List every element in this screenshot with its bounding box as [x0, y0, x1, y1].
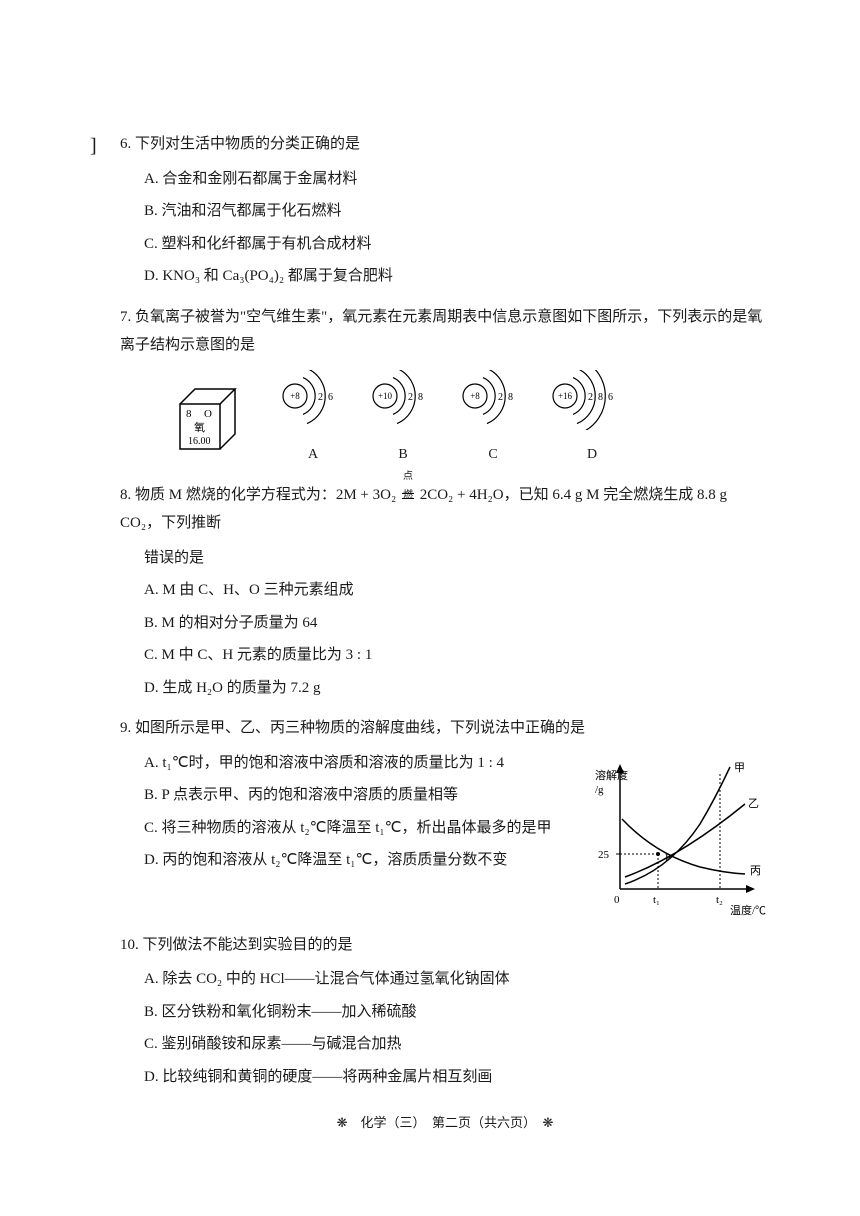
xtick-t1: t₁: [653, 894, 660, 906]
atom-diagram-d: +16 286 D: [550, 370, 634, 469]
q10-stem: 10. 下列做法不能达到实验目的的是: [120, 931, 770, 960]
label-jia: 甲: [734, 762, 745, 774]
q9-option-d: D. 丙的饱和溶液从 t₂℃降温至 t₁℃，溶质质量分数不变: [144, 846, 570, 875]
q10-option-b: B. 区分铁粉和氧化铜粉末——加入稀硫酸: [144, 998, 770, 1027]
svg-text:6: 6: [328, 392, 333, 403]
label-yi: 乙: [748, 797, 759, 810]
question-10: 10. 下列做法不能达到实验目的的是 A. 除去 CO₂ 中的 HCl——让混合…: [120, 931, 770, 1092]
atoms-container: +826A+1028B+828C+16286D: [280, 370, 634, 469]
q6-option-d: D. KNO₃ 和 Ca₃(PO₄)₂ 都属于复合肥料: [144, 262, 770, 291]
atom-label-c: C: [460, 442, 526, 469]
q10-option-c: C. 鉴别硝酸铵和尿素——与碱混合加热: [144, 1030, 770, 1059]
page-footer: ❋ 化学（三） 第二页（共六页） ❋: [120, 1111, 770, 1136]
svg-text:2: 2: [498, 392, 503, 403]
element-cube: 8 O 氧 16.00: [170, 379, 250, 459]
atom-label-a: A: [280, 442, 346, 469]
svg-text:8: 8: [508, 392, 513, 403]
cube-num: 8: [186, 408, 192, 420]
margin-bracket: ]: [90, 135, 97, 158]
ylabel-top: 溶解度: [595, 768, 628, 782]
q8-cond: 点燃: [402, 467, 414, 505]
ytick-25: 25: [598, 849, 610, 861]
svg-text:+16: +16: [558, 391, 573, 401]
solubility-graph: 25 0 t₁ t₂ P 溶解度 /g 温度/℃: [590, 759, 770, 919]
q7-diagrams: 8 O 氧 16.00 +826A+1028B+828C+16286D: [170, 370, 770, 469]
atom-diagram-a: +8 26 A: [280, 370, 346, 469]
svg-text:2: 2: [318, 392, 323, 403]
svg-text:+10: +10: [378, 391, 393, 401]
q6-option-b: B. 汽油和沼气都属于化石燃料: [144, 197, 770, 226]
question-9: 9. 如图所示是甲、乙、丙三种物质的溶解度曲线，下列说法中正确的是 A. t₁℃…: [120, 714, 770, 919]
svg-text:+8: +8: [290, 391, 300, 401]
question-8: 8. 物质 M 燃烧的化学方程式为：2M + 3O₂ 点燃 2CO₂ + 4H₂…: [120, 481, 770, 703]
atom-diagram-b: +10 28 B: [370, 370, 436, 469]
q6-option-a: A. 合金和金刚石都属于金属材料: [144, 165, 770, 194]
svg-text:+8: +8: [470, 391, 480, 401]
svg-text:2: 2: [408, 392, 413, 403]
q8-option-d: D. 生成 H₂O 的质量为 7.2 g: [144, 674, 770, 703]
q8-option-b: B. M 的相对分子质量为 64: [144, 609, 770, 638]
svg-text:2: 2: [588, 392, 593, 403]
question-6: 6. 下列对生活中物质的分类正确的是 A. 合金和金刚石都属于金属材料 B. 汽…: [120, 130, 770, 291]
point-p: P: [665, 852, 671, 864]
label-bing: 丙: [750, 865, 761, 877]
q7-stem: 7. 负氧离子被誉为"空气维生素"，氧元素在元素周期表中信息示意图如下图所示，下…: [120, 303, 770, 360]
page-content: 6. 下列对生活中物质的分类正确的是 A. 合金和金刚石都属于金属材料 B. 汽…: [0, 0, 860, 1156]
atom-label-b: B: [370, 442, 436, 469]
q8-stem-pre: 8. 物质 M 燃烧的化学方程式为：2M + 3O₂: [120, 487, 396, 503]
q10-option-a: A. 除去 CO₂ 中的 HCl——让混合气体通过氢氧化钠固体: [144, 965, 770, 994]
ylabel-unit: /g: [595, 784, 604, 796]
q6-option-c: C. 塑料和化纤都属于有机合成材料: [144, 230, 770, 259]
q9-option-b: B. P 点表示甲、丙的饱和溶液中溶质的质量相等: [144, 781, 570, 810]
cube-name: 氧: [194, 420, 205, 434]
atom-diagram-c: +8 28 C: [460, 370, 526, 469]
q8-option-c: C. M 中 C、H 元素的质量比为 3 : 1: [144, 641, 770, 670]
svg-text:8: 8: [418, 392, 423, 403]
q9-option-a: A. t₁℃时，甲的饱和溶液中溶质和溶液的质量比为 1 : 4: [144, 749, 570, 778]
q8-stem-tail: 错误的是: [144, 544, 770, 573]
cube-mass: 16.00: [188, 436, 211, 447]
cube-sym: O: [204, 408, 212, 420]
xtick-0: 0: [614, 894, 620, 906]
question-7: 7. 负氧离子被誉为"空气维生素"，氧元素在元素周期表中信息示意图如下图所示，下…: [120, 303, 770, 469]
q10-option-d: D. 比较纯铜和黄铜的硬度——将两种金属片相互刻画: [144, 1063, 770, 1092]
svg-text:6: 6: [608, 392, 613, 403]
q9-option-c: C. 将三种物质的溶液从 t₂℃降温至 t₁℃，析出晶体最多的是甲: [144, 814, 570, 843]
q9-stem: 9. 如图所示是甲、乙、丙三种物质的溶解度曲线，下列说法中正确的是: [120, 714, 770, 743]
svg-text:8: 8: [598, 392, 603, 403]
q6-stem: 6. 下列对生活中物质的分类正确的是: [120, 130, 770, 159]
xtick-t2: t₂: [716, 894, 723, 906]
xlabel: 温度/℃: [730, 903, 766, 917]
atom-label-d: D: [550, 442, 634, 469]
q8-option-a: A. M 由 C、H、O 三种元素组成: [144, 576, 770, 605]
q8-stem: 8. 物质 M 燃烧的化学方程式为：2M + 3O₂ 点燃 2CO₂ + 4H₂…: [120, 481, 770, 538]
